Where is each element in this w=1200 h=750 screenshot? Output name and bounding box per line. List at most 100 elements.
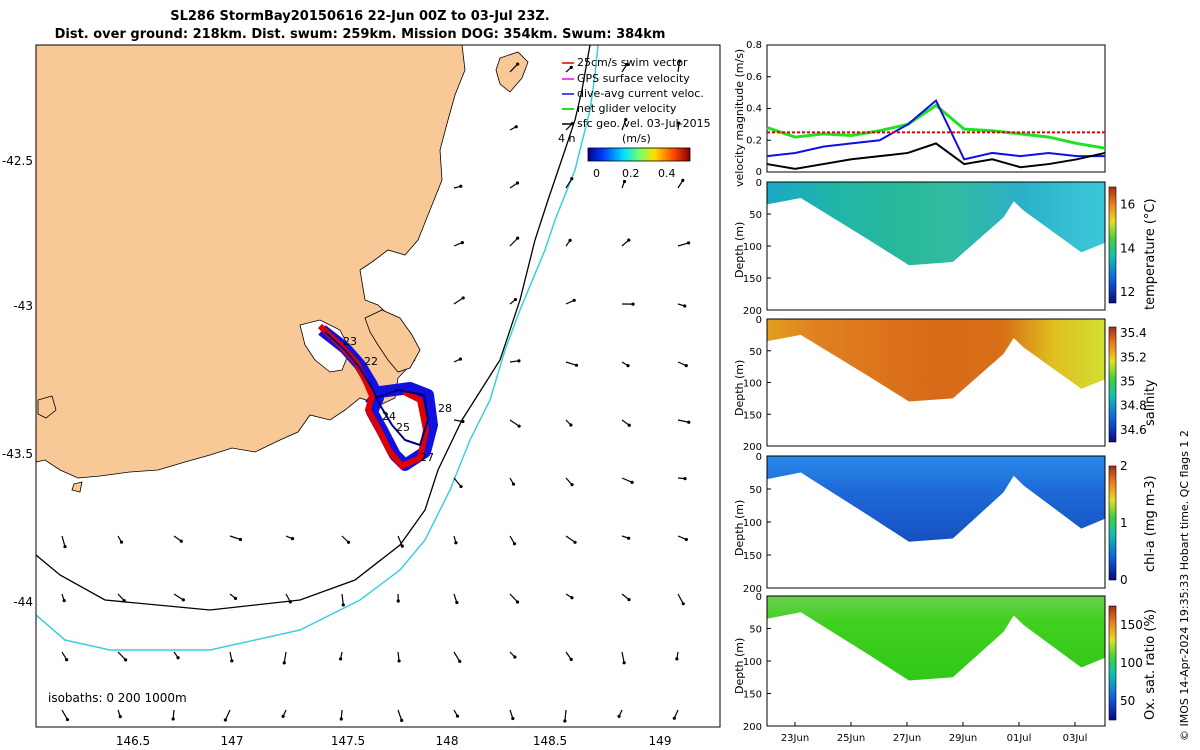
current-arrow (339, 651, 343, 661)
track-label: 22 (364, 355, 378, 368)
legend-label: 25cm/s swim vector (577, 56, 688, 69)
legend-label: net glider velocity (577, 102, 677, 115)
chlorophyll-fill (767, 456, 1105, 542)
current-arrow (563, 709, 567, 723)
velocity-panel: 0 0.2 0.4 0.6 0.8 (746, 40, 1106, 178)
colorbar-tick-label: 2 (1120, 459, 1128, 473)
current-arrow (453, 651, 462, 663)
current-arrow (565, 593, 574, 600)
chlorophyll-ylabel: Depth (m) (733, 499, 746, 556)
colorbar-tick-label: 35 (1120, 374, 1135, 388)
oxygen-ylabel: Depth (m) (733, 637, 746, 694)
x-tick-label: 148.5 (533, 734, 567, 748)
current-arrow (453, 593, 459, 605)
current-arrow (117, 651, 128, 662)
y-tick-label: -43 (13, 299, 33, 313)
current-arrow (341, 593, 345, 607)
depth-tick-label: 100 (743, 379, 762, 390)
black-series-line (766, 142, 1106, 170)
isobath-200m (35, 44, 591, 611)
current-arrow (675, 651, 679, 661)
salinity-fill (767, 319, 1105, 402)
current-arrow (61, 651, 69, 662)
current-arrow (509, 359, 521, 363)
current-arrow (453, 357, 462, 363)
green-series-line (766, 103, 1106, 150)
depth-tick-label: 0 (756, 178, 762, 189)
depth-tick-label: 0 (756, 315, 762, 326)
date-tick-label: 27Jun (893, 733, 921, 744)
current-arrow (281, 709, 287, 718)
legend-label: sfc geo. vel. 03-Jul-2015 (577, 117, 711, 130)
track-labels: 23 22 24 25 28 27 (343, 335, 452, 464)
salinity-ylabel: Depth (m) (733, 359, 746, 416)
colorbar-tick-label: 100 (1120, 656, 1143, 670)
current-arrow (341, 535, 351, 544)
current-arrow (61, 709, 70, 722)
y-tick-label: -44 (13, 595, 33, 609)
x-tick-label: 149 (649, 734, 672, 748)
current-arrow (453, 296, 465, 305)
y-tick-label: 0 (756, 167, 762, 178)
current-arrow (117, 709, 122, 719)
temperature-panel (766, 181, 1117, 311)
current-arrow (509, 535, 517, 546)
date-tick-label: 03Jul (1063, 733, 1088, 744)
depth-tick-label: 150 (743, 551, 762, 562)
land-island (364, 309, 421, 373)
chlorophyll-panel (766, 455, 1117, 589)
current-arrow (621, 593, 631, 602)
temperature-fill (767, 182, 1105, 266)
depth-tick-label: 50 (749, 485, 762, 496)
depth-tick-label: 50 (749, 347, 762, 358)
salinity-colorbar-label: salinity (1143, 379, 1158, 426)
legend-label: GPS surface velocity (577, 72, 690, 85)
depth-tick-label: 50 (749, 210, 762, 221)
current-arrow (229, 535, 243, 542)
oxygen-fill (767, 596, 1105, 681)
map-x-axis: 146.5 147 147.5 148 148.5 149 (116, 734, 672, 748)
current-arrow (509, 651, 517, 659)
colorbar-tick-label: 35.2 (1120, 350, 1147, 364)
depth-tick-label: 150 (743, 410, 762, 421)
current-arrow (509, 477, 516, 486)
current-arrow (677, 178, 685, 189)
depth-tick-label: 200 (743, 442, 762, 453)
depth-tick-label: 100 (743, 242, 762, 253)
current-arrow (117, 593, 126, 603)
current-arrow (339, 709, 343, 721)
current-arrow (565, 477, 574, 487)
current-arrow (173, 535, 183, 543)
current-arrow (509, 125, 518, 131)
speed-colorbar (587, 147, 691, 162)
current-arrow (565, 65, 573, 73)
x-tick-label: 147.5 (331, 734, 365, 748)
legend-label: dive-avg current veloc. (577, 87, 704, 100)
colorbar-tick-label: 1 (1120, 516, 1128, 530)
track-label: 28 (438, 402, 452, 415)
current-arrow (509, 62, 520, 73)
y-tick-label: -43.5 (2, 447, 33, 461)
current-arrow (672, 709, 679, 720)
current-arrow (565, 298, 576, 305)
current-arrow (397, 535, 404, 548)
current-arrow (565, 238, 572, 247)
land-peninsula (299, 319, 351, 373)
colorbar-tick: 0.4 (658, 167, 676, 180)
track-label: 25 (396, 421, 410, 434)
depth-tick-label: 50 (749, 625, 762, 636)
colorbar-tick-label: 35.4 (1120, 326, 1147, 340)
chart-title: SL286 StormBay20150616 22-Jun 00Z to 03-… (170, 9, 550, 24)
oxygen-panel (766, 595, 1117, 727)
y-tick-label: -42.5 (2, 154, 33, 168)
current-arrow (621, 62, 629, 73)
current-arrow (223, 709, 231, 722)
oxygen-colorbar (1108, 605, 1117, 721)
colorbar-unit: (m/s) (622, 132, 651, 145)
current-arrow (677, 241, 691, 247)
chlorophyll-colorbar-label: chl-a (mg m-3) (1143, 475, 1158, 572)
current-arrow (117, 535, 124, 544)
current-arrow (621, 118, 628, 131)
colorbar-tick-label: 16 (1120, 198, 1135, 212)
land-east-island (495, 51, 529, 93)
